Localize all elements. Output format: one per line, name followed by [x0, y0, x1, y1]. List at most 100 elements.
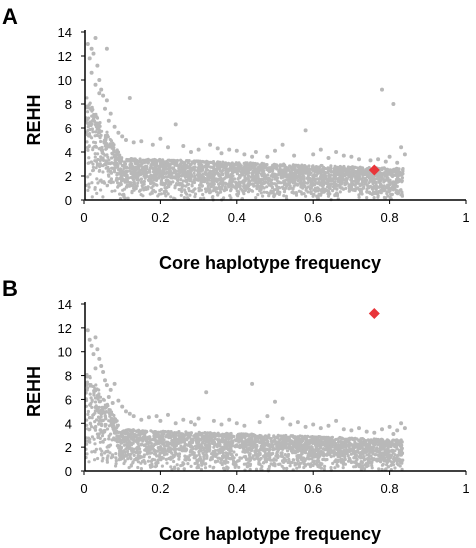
- data-point: [128, 182, 132, 186]
- data-point: [252, 457, 256, 461]
- data-point: [95, 63, 100, 68]
- data-point: [376, 191, 380, 195]
- data-point: [112, 149, 116, 153]
- data-point: [361, 186, 365, 190]
- data-point: [359, 450, 363, 455]
- data-point: [242, 449, 246, 453]
- data-point: [247, 433, 251, 437]
- data-point: [86, 106, 90, 110]
- data-point: [311, 460, 315, 464]
- data-point: [321, 178, 325, 182]
- data-point: [340, 186, 344, 190]
- data-point: [284, 169, 288, 173]
- data-point: [399, 444, 403, 448]
- data-point: [291, 172, 295, 177]
- data-point: [333, 466, 337, 470]
- data-point: [375, 185, 379, 189]
- data-point: [125, 166, 129, 170]
- data-point: [93, 152, 97, 156]
- data-point: [90, 195, 94, 199]
- data-point: [393, 466, 397, 470]
- data-point: [85, 42, 90, 46]
- data-point: [301, 168, 305, 172]
- data-point: [291, 187, 295, 191]
- data-point: [119, 457, 123, 461]
- data-point: [243, 177, 247, 181]
- data-point: [128, 446, 132, 450]
- data-point: [224, 162, 228, 166]
- data-point: [310, 184, 314, 188]
- data-point: [250, 163, 254, 167]
- data-point: [399, 453, 403, 457]
- data-point: [280, 464, 284, 468]
- data-point: [309, 191, 313, 196]
- data-point: [316, 456, 320, 460]
- data-point: [103, 181, 107, 185]
- data-point: [186, 462, 190, 466]
- data-point: [316, 189, 320, 193]
- data-point: [163, 186, 167, 190]
- data-point: [189, 177, 193, 181]
- data-point: [95, 387, 99, 391]
- data-point: [395, 184, 399, 188]
- panel-letter: A: [2, 4, 18, 29]
- data-point: [302, 174, 306, 179]
- data-point: [173, 160, 177, 164]
- data-point: [343, 181, 348, 185]
- data-point: [219, 458, 223, 462]
- data-point: [110, 146, 114, 150]
- data-point: [344, 437, 349, 441]
- data-point: [347, 174, 351, 178]
- point-cloud: [84, 373, 405, 473]
- data-point: [111, 141, 115, 145]
- data-point: [242, 185, 246, 190]
- data-point: [309, 462, 313, 466]
- data-point: [196, 169, 200, 173]
- data-point: [135, 429, 139, 433]
- data-point: [166, 192, 170, 196]
- data-point: [296, 179, 300, 183]
- data-point: [96, 456, 100, 461]
- data-point: [97, 127, 101, 131]
- data-point: [99, 164, 103, 168]
- data-point: [93, 400, 98, 404]
- data-point: [269, 181, 273, 185]
- data-point: [282, 456, 286, 460]
- data-point: [122, 449, 126, 453]
- data-point: [175, 463, 179, 467]
- data-point: [147, 444, 151, 448]
- data-point: [192, 166, 196, 170]
- data-point: [104, 161, 108, 165]
- data-point: [137, 178, 141, 182]
- data-point: [220, 462, 224, 467]
- data-point: [98, 428, 103, 432]
- data-point: [85, 96, 89, 100]
- data-point: [312, 192, 316, 196]
- data-point: [113, 153, 117, 157]
- data-point: [317, 464, 321, 468]
- data-point: [230, 457, 234, 461]
- data-point: [93, 427, 97, 431]
- data-point: [88, 421, 92, 425]
- data-point: [394, 168, 398, 172]
- data-point: [102, 140, 106, 144]
- data-point: [129, 436, 133, 441]
- data-point: [391, 102, 396, 106]
- data-point: [158, 136, 163, 141]
- data-point: [177, 187, 181, 192]
- data-point: [85, 442, 89, 446]
- data-point: [275, 176, 279, 180]
- data-point: [321, 174, 325, 179]
- data-point: [112, 169, 117, 173]
- data-point: [164, 189, 168, 193]
- data-point: [203, 180, 207, 184]
- data-point: [87, 132, 92, 136]
- data-point: [103, 428, 107, 433]
- data-point: [288, 170, 292, 174]
- data-point: [395, 160, 400, 165]
- data-point: [293, 177, 297, 181]
- data-point: [254, 447, 258, 451]
- data-point: [97, 91, 102, 96]
- data-point: [139, 139, 144, 144]
